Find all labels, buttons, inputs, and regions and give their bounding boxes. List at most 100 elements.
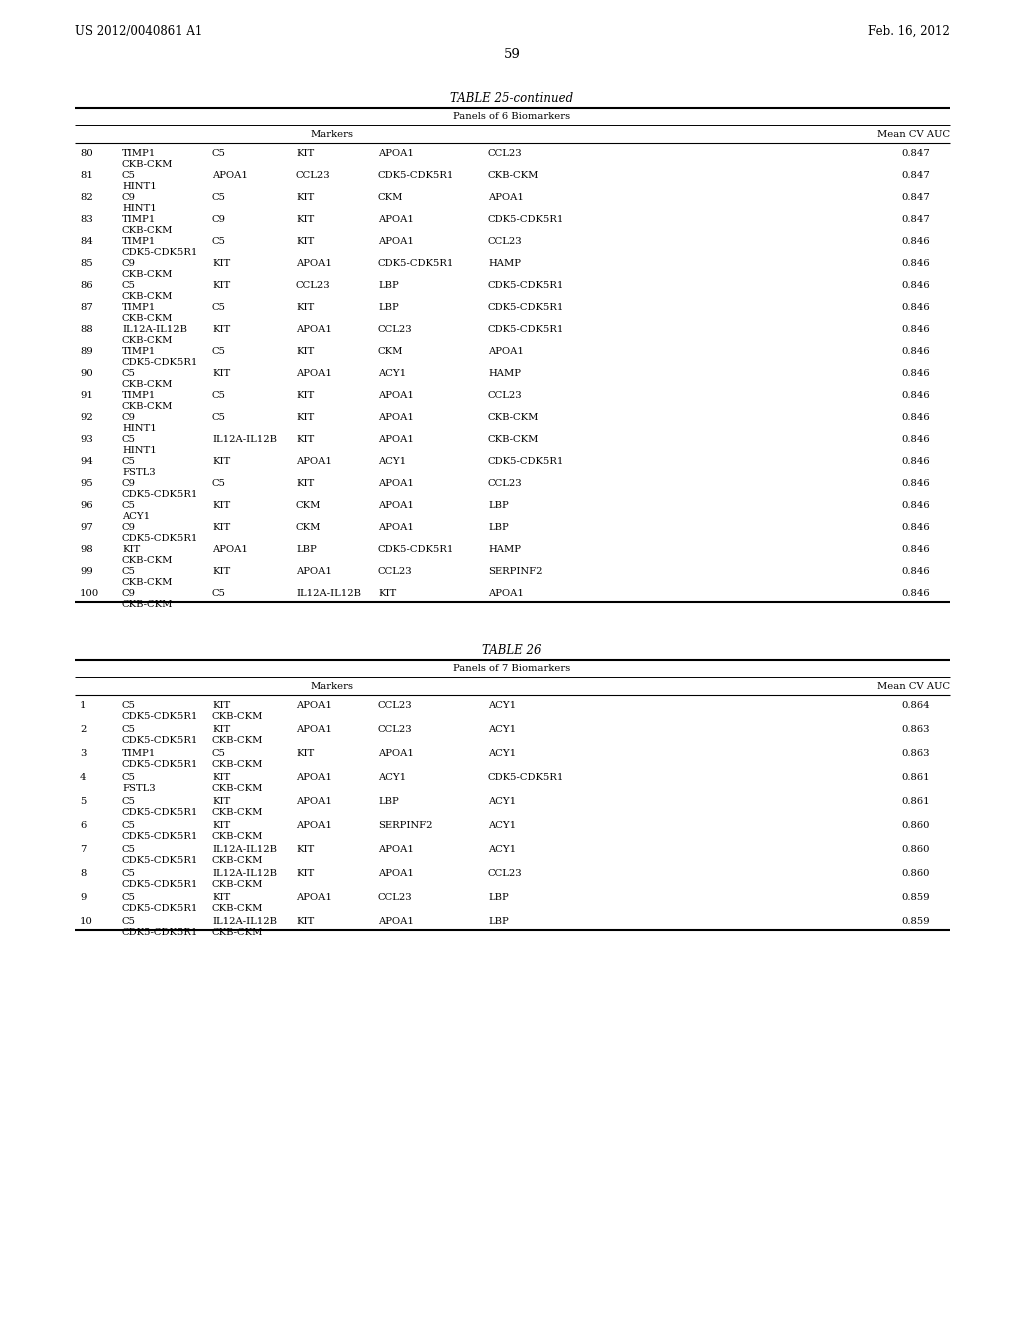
Text: KIT: KIT (212, 797, 230, 807)
Text: C5: C5 (212, 149, 226, 158)
Text: C5: C5 (122, 894, 136, 902)
Text: 0.860: 0.860 (901, 821, 930, 830)
Text: APOA1: APOA1 (296, 370, 332, 378)
Text: CKB-CKM: CKB-CKM (122, 403, 173, 411)
Text: HAMP: HAMP (488, 259, 521, 268)
Text: 1: 1 (80, 701, 86, 710)
Text: IL12A-IL12B: IL12A-IL12B (122, 325, 187, 334)
Text: KIT: KIT (212, 502, 230, 510)
Text: APOA1: APOA1 (296, 821, 332, 830)
Text: 90: 90 (80, 370, 93, 378)
Text: KIT: KIT (212, 370, 230, 378)
Text: APOA1: APOA1 (378, 215, 414, 224)
Text: CCL23: CCL23 (378, 894, 413, 902)
Text: CKB-CKM: CKB-CKM (122, 271, 173, 279)
Text: IL12A-IL12B: IL12A-IL12B (296, 589, 361, 598)
Text: 0.847: 0.847 (901, 215, 930, 224)
Text: 81: 81 (80, 172, 93, 180)
Text: CKB-CKM: CKB-CKM (488, 172, 540, 180)
Text: 84: 84 (80, 238, 93, 246)
Text: US 2012/0040861 A1: US 2012/0040861 A1 (75, 25, 203, 38)
Text: APOA1: APOA1 (378, 502, 414, 510)
Text: CKB-CKM: CKB-CKM (212, 832, 263, 841)
Text: C9: C9 (122, 259, 136, 268)
Text: LBP: LBP (488, 894, 509, 902)
Text: 98: 98 (80, 545, 93, 554)
Text: TIMP1: TIMP1 (122, 304, 157, 312)
Text: 0.860: 0.860 (901, 845, 930, 854)
Text: 0.847: 0.847 (901, 149, 930, 158)
Text: C5: C5 (122, 436, 136, 444)
Text: C5: C5 (122, 370, 136, 378)
Text: Mean CV AUC: Mean CV AUC (877, 129, 950, 139)
Text: APOA1: APOA1 (378, 845, 414, 854)
Text: 92: 92 (80, 413, 93, 422)
Text: 0.846: 0.846 (901, 568, 930, 576)
Text: APOA1: APOA1 (296, 325, 332, 334)
Text: KIT: KIT (296, 436, 314, 444)
Text: CDK5-CDK5R1: CDK5-CDK5R1 (122, 535, 199, 543)
Text: ACY1: ACY1 (488, 845, 516, 854)
Text: 0.846: 0.846 (901, 523, 930, 532)
Text: APOA1: APOA1 (296, 701, 332, 710)
Text: APOA1: APOA1 (378, 436, 414, 444)
Text: C5: C5 (122, 917, 136, 927)
Text: CCL23: CCL23 (378, 325, 413, 334)
Text: C5: C5 (122, 568, 136, 576)
Text: CDK5-CDK5R1: CDK5-CDK5R1 (122, 880, 199, 888)
Text: CDK5-CDK5R1: CDK5-CDK5R1 (488, 215, 564, 224)
Text: ACY1: ACY1 (378, 457, 407, 466)
Text: CKB-CKM: CKB-CKM (212, 808, 263, 817)
Text: TIMP1: TIMP1 (122, 391, 157, 400)
Text: APOA1: APOA1 (296, 725, 332, 734)
Text: APOA1: APOA1 (378, 479, 414, 488)
Text: APOA1: APOA1 (378, 748, 414, 758)
Text: C5: C5 (212, 193, 226, 202)
Text: HINT1: HINT1 (122, 424, 157, 433)
Text: 0.846: 0.846 (901, 259, 930, 268)
Text: 8: 8 (80, 869, 86, 878)
Text: TIMP1: TIMP1 (122, 238, 157, 246)
Text: 0.861: 0.861 (901, 774, 930, 781)
Text: 93: 93 (80, 436, 93, 444)
Text: CKB-CKM: CKB-CKM (212, 760, 263, 770)
Text: CCL23: CCL23 (378, 701, 413, 710)
Text: CKB-CKM: CKB-CKM (122, 226, 173, 235)
Text: 4: 4 (80, 774, 86, 781)
Text: TIMP1: TIMP1 (122, 748, 157, 758)
Text: 96: 96 (80, 502, 92, 510)
Text: APOA1: APOA1 (378, 238, 414, 246)
Text: C5: C5 (212, 748, 226, 758)
Text: APOA1: APOA1 (378, 391, 414, 400)
Text: Panels of 7 Biomarkers: Panels of 7 Biomarkers (454, 664, 570, 673)
Text: APOA1: APOA1 (296, 774, 332, 781)
Text: CKB-CKM: CKB-CKM (122, 160, 173, 169)
Text: C5: C5 (122, 869, 136, 878)
Text: C9: C9 (122, 479, 136, 488)
Text: KIT: KIT (212, 725, 230, 734)
Text: APOA1: APOA1 (378, 917, 414, 927)
Text: SERPINF2: SERPINF2 (378, 821, 432, 830)
Text: CCL23: CCL23 (488, 238, 522, 246)
Text: 7: 7 (80, 845, 86, 854)
Text: LBP: LBP (488, 917, 509, 927)
Text: HINT1: HINT1 (122, 446, 157, 455)
Text: Markers: Markers (310, 129, 353, 139)
Text: CKB-CKM: CKB-CKM (212, 928, 263, 937)
Text: Markers: Markers (310, 682, 353, 690)
Text: APOA1: APOA1 (378, 523, 414, 532)
Text: KIT: KIT (296, 748, 314, 758)
Text: CDK5-CDK5R1: CDK5-CDK5R1 (122, 928, 199, 937)
Text: CDK5-CDK5R1: CDK5-CDK5R1 (122, 490, 199, 499)
Text: LBP: LBP (378, 797, 398, 807)
Text: KIT: KIT (378, 589, 396, 598)
Text: APOA1: APOA1 (488, 193, 524, 202)
Text: ACY1: ACY1 (488, 797, 516, 807)
Text: C5: C5 (122, 845, 136, 854)
Text: 0.846: 0.846 (901, 479, 930, 488)
Text: IL12A-IL12B: IL12A-IL12B (212, 436, 278, 444)
Text: 100: 100 (80, 589, 99, 598)
Text: 82: 82 (80, 193, 93, 202)
Text: LBP: LBP (378, 304, 398, 312)
Text: 0.846: 0.846 (901, 238, 930, 246)
